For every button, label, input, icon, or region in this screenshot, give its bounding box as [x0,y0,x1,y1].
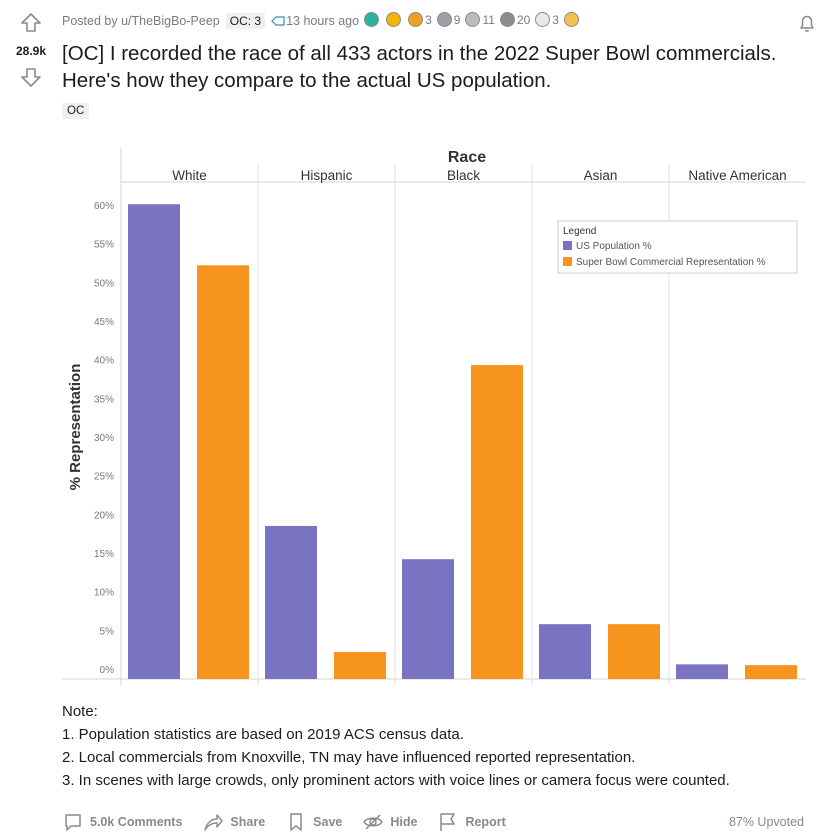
report-button[interactable]: Report [437,811,506,833]
eye-slash-icon [363,814,384,830]
save-label: Save [313,815,343,829]
vote-column: 28.9k [0,8,56,98]
award-3[interactable]: 9 [436,12,461,27]
legend-swatch-0 [563,241,572,250]
posted-by[interactable]: Posted by u/TheBigBo-Peep [62,14,220,28]
bar-population-white [128,204,180,679]
award-7[interactable] [563,12,581,27]
comments-label: 5.0k Comments [90,815,183,829]
hide-button[interactable]: Hide [362,811,417,833]
bar-population-black [402,559,454,679]
category-label-hispanic: Hispanic [301,168,353,183]
save-button[interactable]: Save [285,811,342,833]
coin-award-icon [499,12,515,27]
bookmark-icon [290,813,302,831]
y-tick-label: 15% [94,549,114,560]
user-flair: OC: 3 [225,13,266,29]
post-actions: 5.0k Comments Share Save Hide Report [62,808,526,836]
comment-icon [65,814,81,831]
notes-heading: Note: [62,703,98,720]
award-0[interactable] [364,12,381,27]
legend-title: Legend [563,226,596,237]
clapping-award-icon [386,12,402,27]
category-label-black: Black [447,168,480,183]
award-count: 20 [516,12,531,27]
downvote-arrow-icon[interactable] [20,66,42,88]
award-5[interactable]: 20 [499,12,531,27]
chart-title: Race [448,149,486,166]
y-axis-label: % Representation [67,364,84,491]
bar-superbowl-asian [608,624,660,679]
y-tick-label: 35% [94,394,114,405]
share-icon [204,814,224,831]
award-2[interactable]: 3 [408,12,432,27]
notification-bell-icon[interactable] [796,12,818,34]
bar-population-native-american [676,664,728,679]
y-tick-label: 25% [94,472,114,483]
vote-score: 28.9k [15,44,47,58]
post-meta: Posted by u/TheBigBo-Peep OC: 3 13 hours… [62,10,581,32]
award-count: 3 [552,12,559,27]
chart-svg: Race White Hispanic Black Asian Native Americ… [62,148,806,685]
y-tick-label: 60% [94,201,114,212]
y-tick-label: 40% [94,356,114,367]
post-time-text: 13 hours ago [286,14,360,28]
note-line-2: 2. Local commercials from Knoxville, TN … [62,749,636,766]
legend-box [557,220,798,274]
category-label-white: White [172,168,207,183]
tag-icon [271,16,285,26]
note-line-1: 1. Population statistics are based on 20… [62,726,464,743]
award-4[interactable]: 11 [465,12,495,27]
flag-icon [440,813,456,831]
y-tick-label: 45% [94,317,114,328]
awards-list[interactable]: 3 9 11 20 3 [359,12,581,30]
legend-label-0: US Population % [576,241,652,252]
award-count: 11 [482,12,495,27]
note-line-3: 3. In scenes with large crowds, only pro… [62,772,730,789]
y-tick-label: 55% [94,240,114,251]
y-tick-label: 0% [100,665,115,676]
silver-award-icon [465,12,481,27]
wholesome-award-icon [364,12,380,27]
gold-award-icon [408,12,424,27]
award-1[interactable] [386,12,403,27]
category-label-native-american: Native American [688,168,786,183]
y-tick-label: 5% [100,626,115,637]
y-tick-label: 50% [94,278,114,289]
bar-superbowl-native-american [745,665,797,679]
award-count: 3 [425,12,432,27]
y-tick-label: 10% [94,588,114,599]
legend-label-1: Super Bowl Commercial Representation % [576,257,766,268]
post-time[interactable]: 13 hours ago [271,14,359,28]
upvote-ratio: 87% Upvoted [728,815,804,829]
fire-award-icon [563,12,579,27]
y-tick-label: 20% [94,510,114,521]
y-tick-label: 30% [94,433,114,444]
bar-chart: Race White Hispanic Black Asian Native Americ… [58,142,818,692]
upvote-arrow-icon[interactable] [20,12,42,34]
bar-population-asian [539,624,591,679]
chart-notes: Note: 1. Population statistics are based… [62,700,730,792]
category-label-asian: Asian [584,168,618,183]
award-6[interactable]: 3 [535,12,559,27]
helpful-award-icon [436,12,452,27]
post-title[interactable]: [OC] I recorded the race of all 433 acto… [62,42,777,92]
report-label: Report [465,815,506,829]
heart-eyes-award-icon [535,12,551,27]
share-button[interactable]: Share [202,811,265,833]
bar-superbowl-white [197,265,249,679]
bar-population-hispanic [265,525,317,679]
award-count: 9 [453,12,461,27]
share-label: Share [230,815,266,829]
oc-tag[interactable]: OC [62,103,90,119]
bar-superbowl-hispanic [334,651,386,679]
hide-label: Hide [390,815,418,829]
comments-button[interactable]: 5.0k Comments [62,811,182,833]
legend-swatch-1 [563,257,572,266]
bar-superbowl-black [471,365,523,679]
